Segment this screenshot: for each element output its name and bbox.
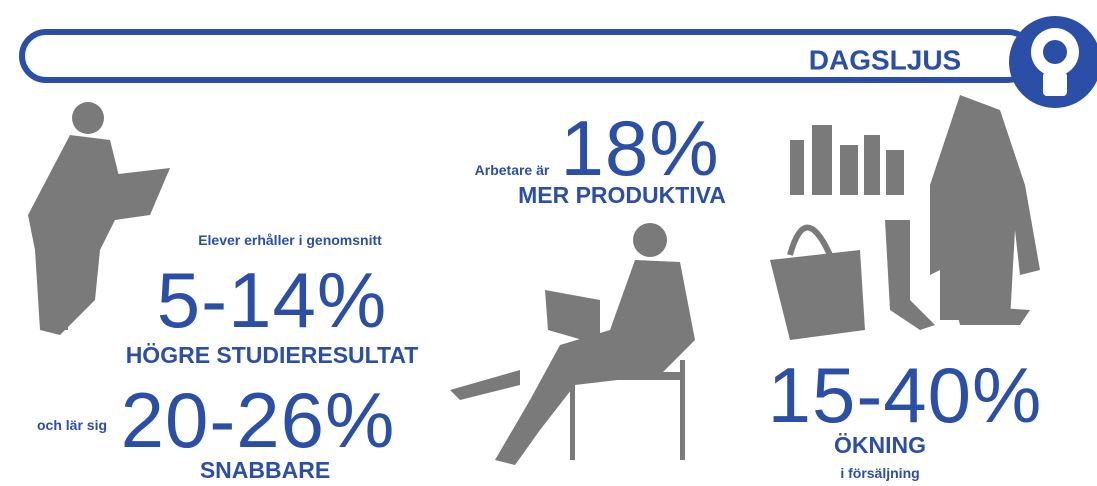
students-result: HÖGRE STUDIERESULTAT (126, 342, 419, 368)
students-intro2: och lär sig (37, 417, 107, 433)
workers-result: MER PRODUKTIVA (518, 182, 726, 208)
retail-result: ÖKNING (834, 432, 926, 458)
students-intro: Elever erhåller i genomsnitt (198, 232, 382, 248)
bulb-icon (1009, 16, 1097, 108)
retail-silhouette (770, 95, 1040, 340)
retail-detail: i försäljning (840, 465, 919, 481)
workers-figure: 18% (560, 104, 719, 192)
students-result2: SNABBARE (200, 457, 330, 483)
students-figure2: 20-26% (121, 376, 396, 464)
worker-silhouette (450, 223, 695, 465)
workers-intro: Arbetare är (475, 162, 550, 178)
banner-title: DAGSLJUS (809, 45, 961, 76)
retail-figure: 15-40% (768, 351, 1043, 439)
student-silhouette (28, 102, 170, 335)
students-figure: 5-14% (157, 256, 387, 344)
